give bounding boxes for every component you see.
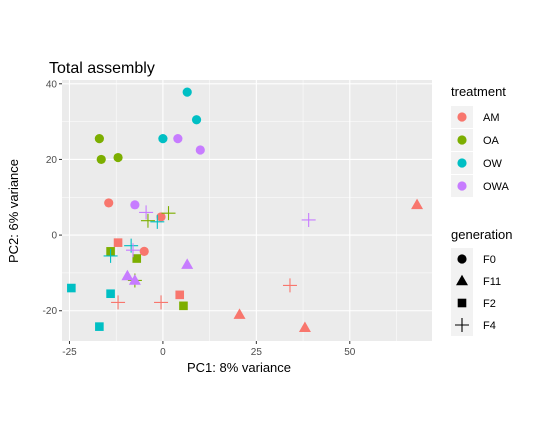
point-owa-f0 (195, 145, 205, 155)
point-ow-f2 (67, 283, 76, 293)
legend-label-am: AM (483, 112, 500, 124)
y-axis-ticks: -20 0 20 40 (43, 79, 62, 317)
point-owa-f11 (121, 269, 134, 281)
legend-shape-f4 (455, 318, 469, 332)
point-owa-f4 (139, 205, 154, 220)
point-oa-f4 (140, 213, 155, 228)
legend-label-f11: F11 (483, 276, 501, 288)
legend-label-ow: OW (483, 158, 503, 170)
point-oa-f2 (179, 301, 188, 311)
point-am-f4 (154, 295, 169, 310)
x-axis-ticks: -25 0 25 50 (62, 341, 356, 358)
point-am-f11 (298, 321, 311, 333)
point-owa-f11 (181, 258, 194, 269)
data-points (67, 87, 424, 333)
legend-label-f4: F4 (483, 320, 496, 332)
point-oa-f0 (94, 134, 104, 144)
legend-swatch-owa (457, 181, 467, 191)
point-owa-f4 (301, 212, 316, 227)
point-ow-f0 (182, 87, 192, 97)
point-am-f2 (175, 290, 185, 300)
legend-shape-f2 (457, 298, 467, 308)
legend-generation: generation F0 F11 F2 F4 (451, 227, 512, 336)
x-tick-label: 25 (251, 347, 263, 358)
point-ow-f2 (95, 322, 104, 331)
point-ow-f4 (103, 248, 118, 263)
y-tick-label: 20 (46, 155, 58, 166)
legend-label-oa: OA (483, 135, 500, 147)
point-ow-f0 (158, 134, 168, 144)
legend-generation-title: generation (451, 227, 512, 242)
legend-swatch-am (457, 112, 467, 122)
point-ow-f2 (106, 289, 115, 299)
point-ow-f0 (191, 115, 202, 125)
point-oa-f0 (96, 154, 106, 165)
point-am-f11 (411, 198, 424, 210)
y-tick-label: -20 (43, 306, 58, 317)
legend-label-f0: F0 (483, 254, 496, 266)
x-tick-label: 0 (160, 347, 166, 358)
legend-label-owa: OWA (483, 181, 510, 193)
y-axis-title: PC2: 6% variance (6, 159, 21, 263)
point-am-f2 (113, 238, 123, 247)
point-am-f4 (282, 278, 297, 293)
point-oa-f0 (113, 152, 123, 163)
legend-shape-f11 (456, 274, 468, 286)
point-ow-f4 (150, 214, 165, 229)
point-am-f0 (104, 198, 114, 208)
legend-swatch-oa (457, 135, 467, 145)
legend-label-f2: F2 (483, 298, 496, 310)
x-axis-title: PC1: 8% variance (187, 360, 291, 375)
y-tick-label: 40 (46, 79, 58, 90)
minor-gridlines (62, 80, 432, 341)
legend-treatment: treatment AM OA OW OWA (451, 84, 510, 197)
legend-shape-f0 (457, 254, 467, 264)
legend-treatment-title: treatment (451, 84, 506, 99)
y-tick-label: 0 (51, 231, 57, 242)
major-gridlines (62, 80, 432, 341)
x-tick-label: -25 (62, 347, 77, 358)
point-owa-f4 (126, 243, 141, 258)
chart-title: Total assembly (49, 60, 155, 77)
point-oa-f2 (132, 254, 142, 263)
point-owa-f11 (128, 274, 141, 285)
point-owa-f0 (173, 134, 183, 144)
point-am-f4 (111, 295, 126, 310)
point-owa-f0 (130, 200, 140, 210)
point-am-f0 (156, 212, 166, 222)
plot-panel (62, 80, 432, 341)
x-tick-label: 50 (344, 347, 356, 358)
point-am-f11 (233, 308, 246, 319)
legend-swatch-ow (457, 158, 467, 168)
point-oa-f4 (161, 206, 176, 221)
point-am-f0 (139, 246, 149, 256)
